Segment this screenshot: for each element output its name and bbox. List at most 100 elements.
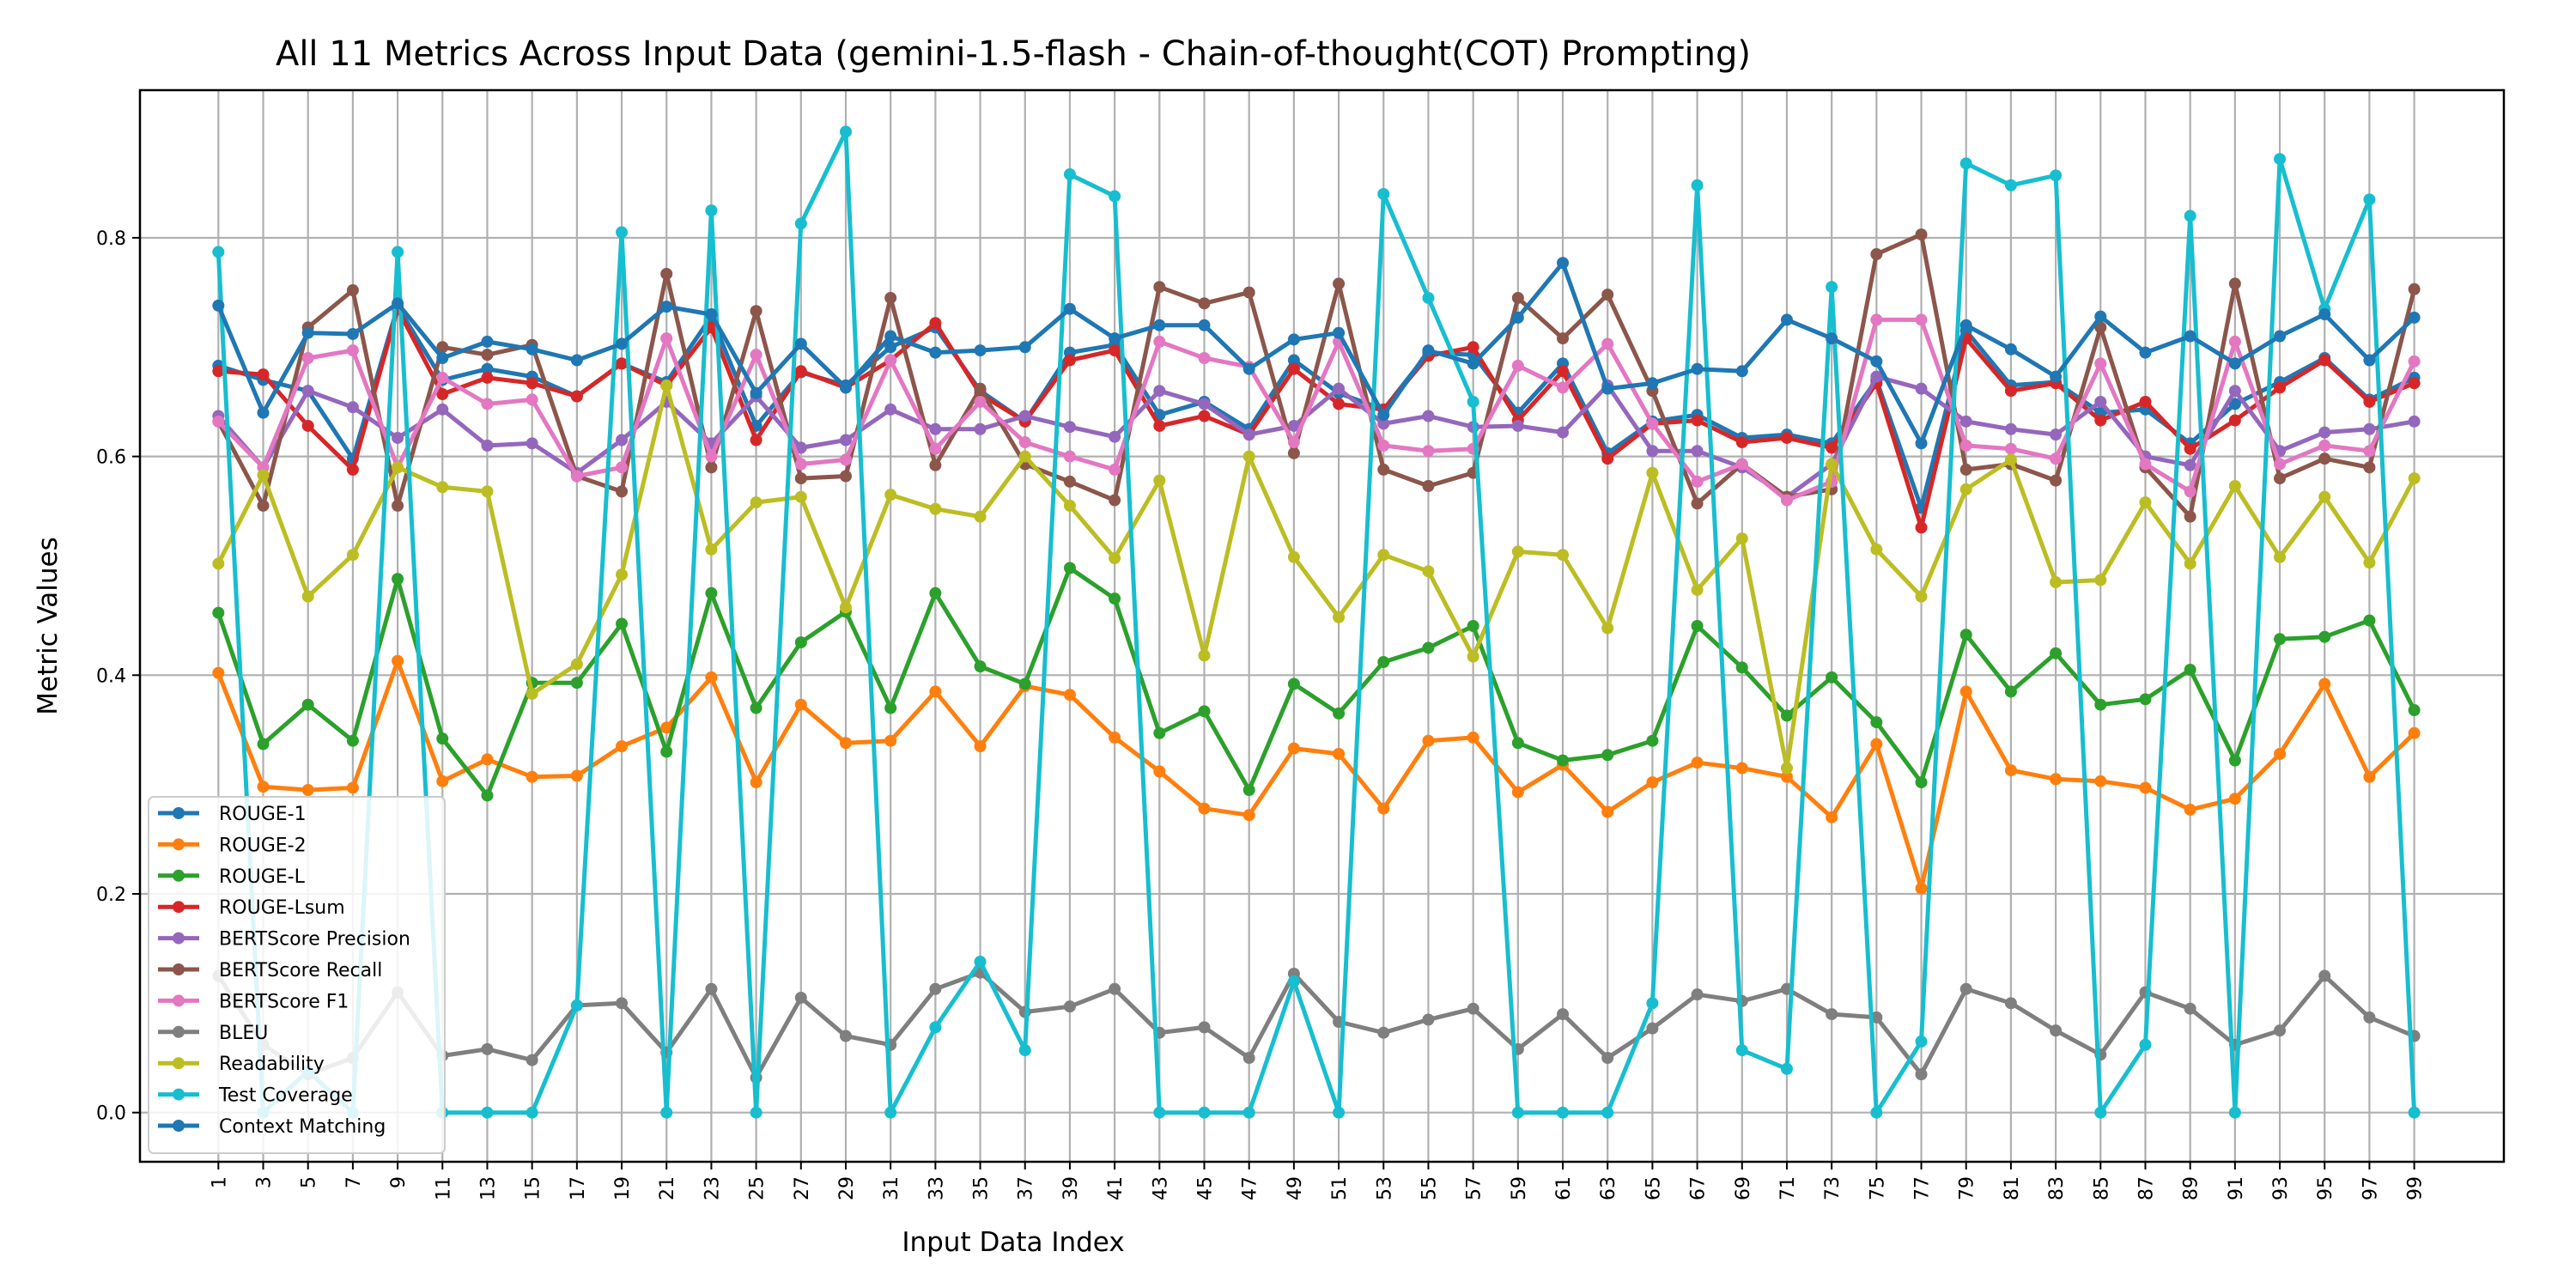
data-point: [2228, 479, 2241, 492]
x-tick-label: 43: [1150, 1176, 1171, 1200]
data-point: [1242, 450, 1255, 463]
data-point: [1915, 521, 1928, 534]
data-point: [1959, 982, 1972, 995]
data-point: [750, 349, 762, 361]
data-point: [1691, 988, 1704, 1001]
data-point: [2318, 453, 2331, 465]
data-point: [616, 485, 629, 498]
data-point: [392, 297, 404, 310]
x-tick-label: 37: [1016, 1176, 1037, 1200]
data-point: [1287, 354, 1300, 367]
data-point: [1511, 545, 1524, 558]
data-point: [794, 636, 807, 649]
data-point: [1242, 784, 1255, 797]
data-point: [1467, 650, 1479, 663]
data-point: [1780, 494, 1793, 507]
data-point: [1915, 776, 1928, 789]
data-point: [2318, 308, 2331, 321]
data-point: [929, 442, 942, 455]
data-point: [1870, 355, 1883, 368]
data-point: [660, 1106, 673, 1119]
data-point: [2274, 153, 2287, 166]
x-tick-label: 77: [1912, 1176, 1934, 1200]
data-point: [346, 401, 359, 414]
data-point: [346, 781, 359, 794]
data-point: [1198, 319, 1211, 331]
data-point: [392, 499, 404, 512]
data-point: [1109, 344, 1121, 357]
data-point: [2139, 496, 2152, 509]
data-point: [1377, 417, 1390, 430]
data-point: [436, 732, 449, 745]
data-point: [705, 321, 718, 334]
data-point: [1959, 439, 1972, 452]
legend-item: BERTScore Precision: [158, 929, 410, 951]
data-point: [1959, 157, 1972, 170]
data-point: [1018, 450, 1031, 463]
data-point: [1780, 431, 1793, 444]
data-point: [1063, 302, 1076, 315]
data-point: [1333, 747, 1346, 760]
data-point: [481, 362, 494, 375]
data-point: [301, 326, 314, 339]
data-point: [929, 459, 942, 471]
data-point: [481, 753, 494, 766]
data-point: [301, 385, 314, 398]
data-point: [570, 677, 583, 690]
x-tick-label: 51: [1329, 1176, 1351, 1200]
data-point: [2050, 576, 2063, 589]
data-point: [1870, 738, 1883, 750]
data-point: [2274, 381, 2287, 394]
data-point: [1870, 313, 1883, 326]
data-point: [2318, 426, 2331, 439]
data-point: [929, 317, 942, 330]
data-point: [1915, 590, 1928, 603]
data-point: [1422, 291, 1435, 304]
x-tick-label: 57: [1464, 1176, 1485, 1200]
data-point: [884, 1106, 897, 1119]
data-point: [2050, 453, 2063, 465]
data-point: [2094, 357, 2107, 370]
legend-swatch-marker: [173, 807, 185, 819]
data-point: [2050, 370, 2063, 383]
data-point: [1063, 450, 1076, 463]
data-point: [1646, 466, 1659, 479]
data-point: [1511, 359, 1524, 372]
data-point: [2004, 385, 2017, 398]
data-point: [1018, 410, 1031, 422]
data-point: [2050, 474, 2063, 487]
data-point: [1018, 436, 1031, 449]
data-point: [2363, 1011, 2376, 1024]
data-point: [2363, 556, 2376, 569]
x-tick-label: 65: [1643, 1176, 1664, 1200]
x-tick-label: 59: [1509, 1176, 1530, 1200]
data-point: [705, 586, 718, 599]
data-point: [1109, 190, 1121, 203]
data-point: [2274, 472, 2287, 485]
data-point: [1153, 726, 1166, 739]
data-point: [1691, 620, 1704, 632]
x-tick-label: 93: [2270, 1176, 2292, 1200]
data-point: [974, 422, 987, 435]
data-point: [2094, 775, 2107, 787]
data-point: [1377, 439, 1390, 452]
data-point: [2139, 693, 2152, 706]
data-point: [2228, 357, 2241, 370]
data-point: [1377, 656, 1390, 669]
data-point: [1646, 776, 1659, 789]
data-point: [1691, 475, 1704, 488]
data-point: [2274, 458, 2287, 471]
data-point: [705, 461, 718, 474]
x-tick-label: 25: [747, 1176, 769, 1200]
data-point: [481, 371, 494, 384]
data-point: [929, 982, 942, 995]
data-point: [1826, 441, 1838, 454]
data-point: [1018, 1044, 1031, 1057]
data-point: [1557, 332, 1570, 345]
legend-swatch-marker: [173, 1120, 185, 1132]
data-point: [1780, 313, 1793, 326]
data-point: [481, 1106, 494, 1119]
x-tick-label: 81: [2002, 1176, 2023, 1200]
data-point: [1601, 1052, 1614, 1065]
data-point: [794, 217, 807, 230]
